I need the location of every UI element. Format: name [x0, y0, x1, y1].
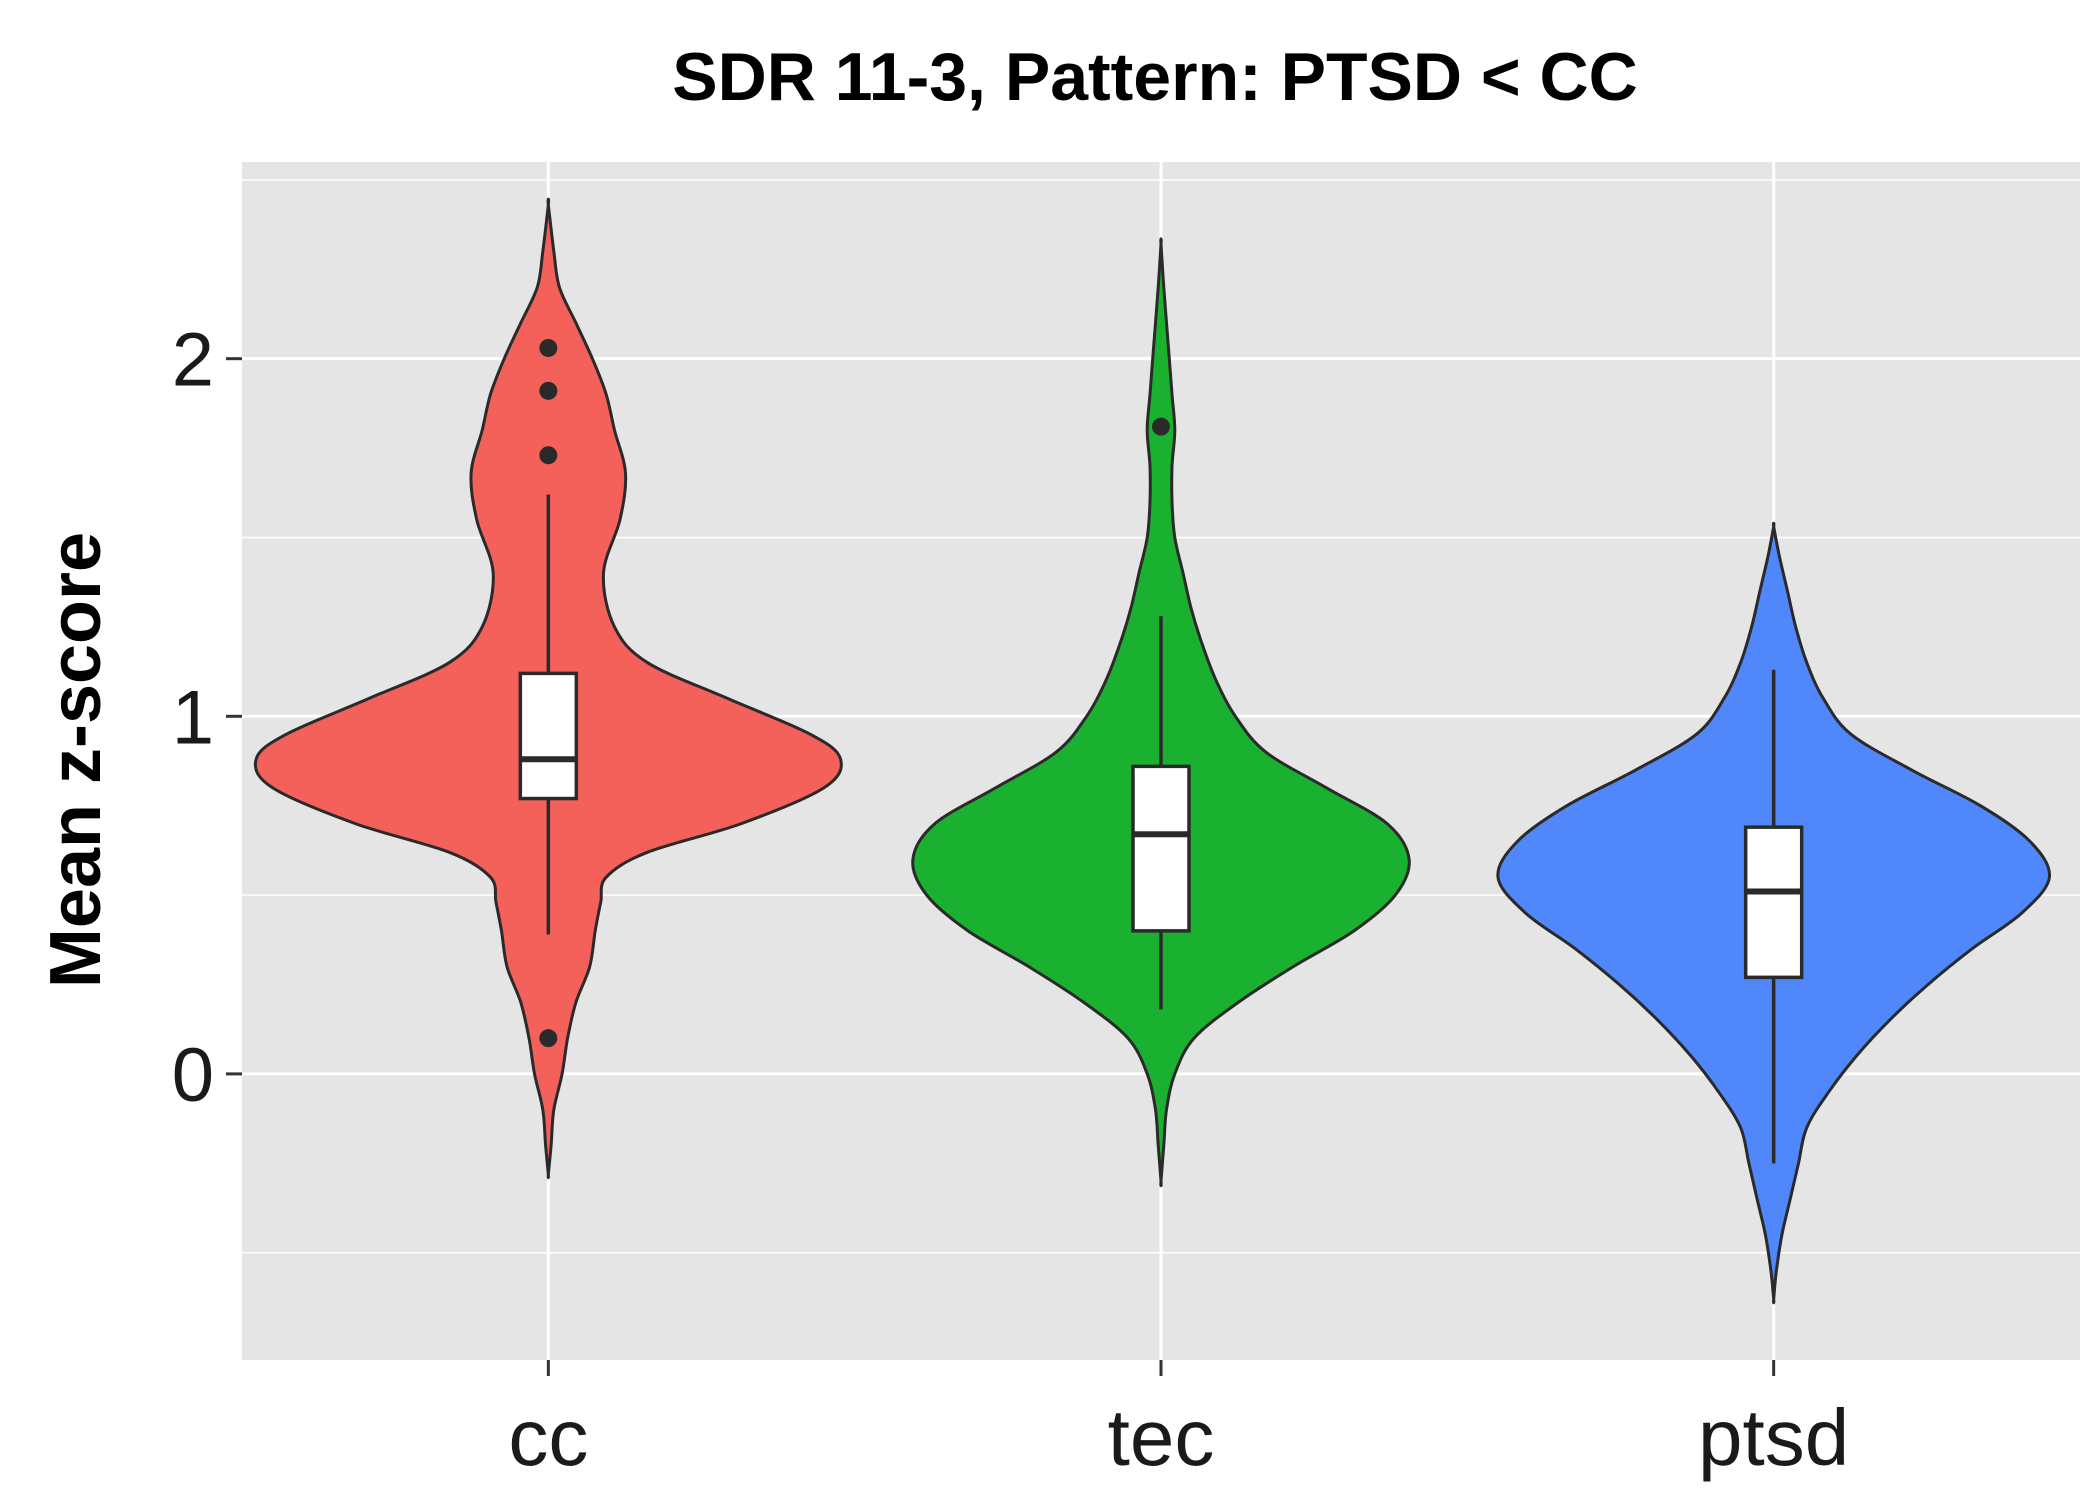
outlier-point-cc: [539, 1029, 558, 1048]
outlier-point-tec: [1152, 417, 1170, 436]
outlier-point-cc: [539, 446, 558, 465]
boxplot-ptsd: [1743, 825, 1804, 980]
x-tick-label: tec: [1108, 1393, 1215, 1482]
y-tick-label: 1: [172, 675, 214, 760]
x-tick-label: cc: [508, 1393, 588, 1482]
boxplot-cc: [518, 671, 579, 801]
outlier-point-cc: [539, 381, 558, 400]
violins: [253, 197, 2051, 1305]
chart-title: SDR 11-3, Pattern: PTSD < CC: [672, 39, 1637, 115]
y-axis-label: Mean z-score: [36, 532, 116, 988]
y-tick-label: 2: [172, 318, 214, 403]
outlier-point-cc: [539, 338, 558, 357]
axes: 0 1 2 cc tec ptsd: [172, 318, 1850, 1482]
y-tick-label: 0: [172, 1033, 214, 1118]
boxplot-tec: [1131, 764, 1191, 933]
x-tick-label: ptsd: [1698, 1393, 1849, 1482]
